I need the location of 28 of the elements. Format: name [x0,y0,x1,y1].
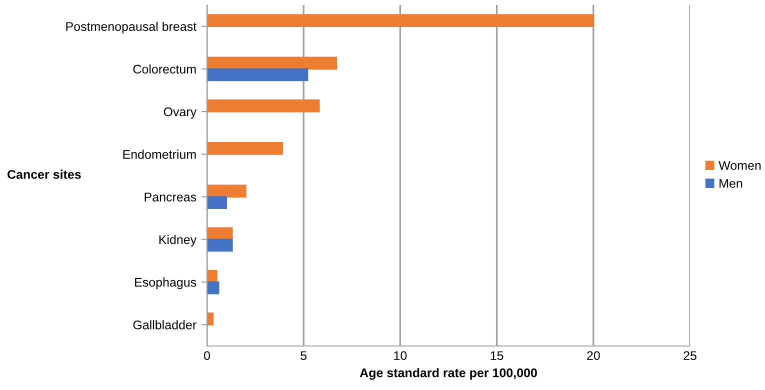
y-tick-label: Esophagus [135,278,196,290]
legend-label: Women [718,161,761,170]
y-tick-label: Gallbladder [133,320,196,330]
y-tick-label: Postmenopausal breast [66,22,196,34]
y-tick-label: Colorectum [133,64,196,74]
y-tick-label: Pancreas [144,192,196,202]
bar [207,312,214,326]
y-tick-label: Kidney [159,234,197,247]
x-tick-label: 15 [490,351,504,360]
x-tick-label: 0 [204,351,210,360]
x-tick-label: 10 [394,351,407,360]
bar [207,238,233,252]
y-tick-label: Ovary [164,107,197,119]
x-tick-label: 25 [684,351,696,360]
bar [207,56,338,70]
bar [207,142,284,155]
y-tick-label: Endometrium [123,150,196,159]
bar [207,14,594,28]
y-axis-title: Cancer sites [8,170,81,179]
bar [207,281,220,294]
x-tick-label: 20 [587,351,600,360]
bar [207,99,320,112]
legend-label: Men [720,179,742,188]
bar [207,68,308,82]
x-tick-label: 5 [300,351,307,360]
x-axis-title: Age standard rate per 100,000 [360,368,537,380]
bar [207,196,228,210]
bar [207,184,246,198]
